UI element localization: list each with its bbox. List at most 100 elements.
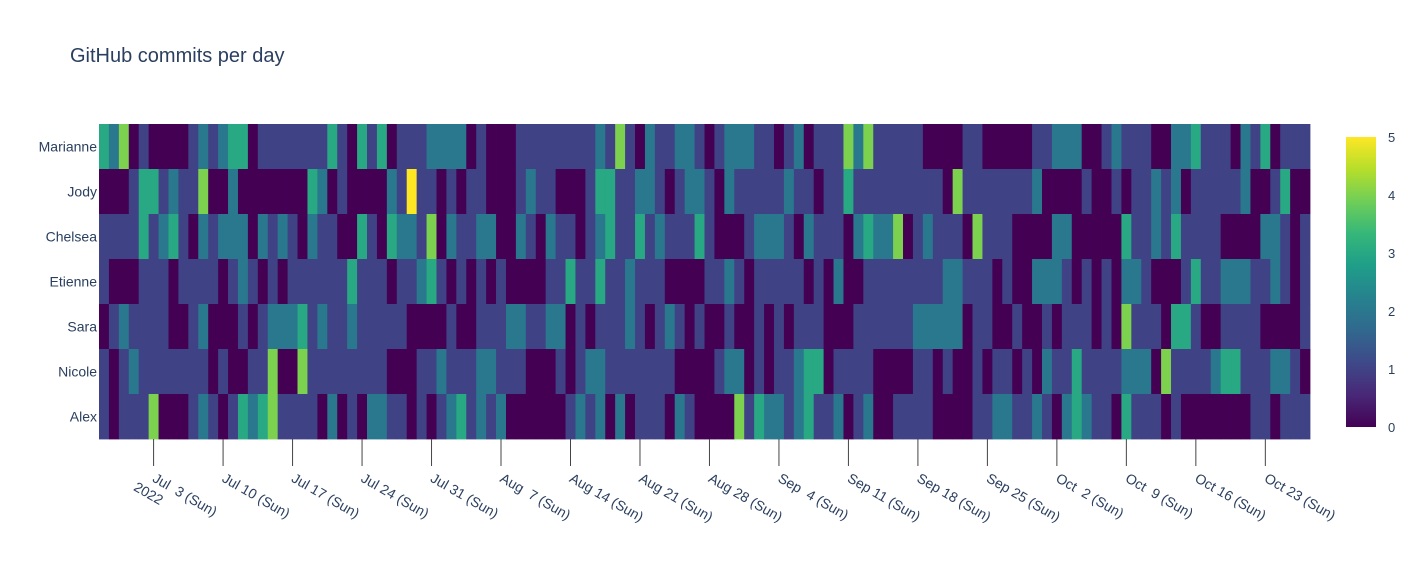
heatmap-cell (188, 214, 199, 260)
x-tick-label-line: Sep 4 (Sun) (775, 470, 851, 523)
heatmap-cell (406, 349, 418, 395)
heatmap-cell (367, 349, 378, 395)
heatmap-cell (1091, 349, 1102, 395)
heatmap-cell (962, 169, 973, 215)
x-tick-label-line: Aug 14 (Sun) (567, 470, 646, 525)
heatmap-cell (386, 259, 398, 305)
heatmap-cell (317, 259, 328, 305)
heatmap-cell (168, 304, 179, 350)
heatmap-cell (108, 394, 120, 440)
heatmap-cell (347, 124, 358, 170)
heatmap-cell (843, 259, 854, 305)
heatmap-cell (595, 124, 606, 170)
heatmap-cell (476, 214, 487, 260)
heatmap-cell (386, 214, 398, 260)
heatmap-cell (347, 304, 358, 350)
heatmap-cell (1041, 124, 1053, 170)
heatmap-cell (575, 169, 586, 215)
heatmap-cell (1002, 349, 1013, 395)
heatmap-cell (118, 304, 130, 350)
heatmap-cell (476, 169, 487, 215)
heatmap-cell (367, 394, 378, 440)
heatmap-cell (922, 124, 934, 170)
heatmap-cell (1200, 214, 1212, 260)
heatmap-cell (813, 124, 825, 170)
heatmap-cell (625, 304, 636, 350)
chart-title: GitHub commits per day (70, 45, 285, 67)
heatmap-cell (317, 124, 328, 170)
heatmap-cell (386, 394, 398, 440)
heatmap-cell (942, 259, 954, 305)
heatmap-cell (793, 304, 805, 350)
heatmap-cell (773, 349, 785, 395)
heatmap-cell (1091, 259, 1102, 305)
heatmap-cell (1230, 304, 1241, 350)
heatmap-cell (1101, 124, 1112, 170)
heatmap-cell (297, 304, 308, 350)
heatmap-cell (664, 349, 676, 395)
heatmap-cell (813, 349, 825, 395)
heatmap-cell (813, 259, 825, 305)
heatmap-cell (277, 169, 288, 215)
heatmap-cell (118, 169, 130, 215)
heatmap-cell (724, 259, 735, 305)
heatmap-cell (386, 169, 398, 215)
heatmap-cell (1022, 304, 1033, 350)
heatmap-cell (734, 349, 745, 395)
heatmap-cell (1002, 169, 1013, 215)
heatmap-cell (257, 124, 269, 170)
heatmap-cell (744, 304, 755, 350)
heatmap-cell (1022, 394, 1033, 440)
heatmap-cell (694, 169, 705, 215)
heatmap-cell (337, 304, 348, 350)
heatmap-cell (654, 259, 666, 305)
heatmap-cell (853, 124, 864, 170)
heatmap-cell (1121, 349, 1132, 395)
heatmap-cell (1270, 124, 1281, 170)
heatmap-cell (1161, 124, 1172, 170)
heatmap-cell (247, 394, 259, 440)
heatmap-cell (863, 169, 874, 215)
x-tick-label: Sep 25 (Sun) (984, 470, 1063, 525)
heatmap-cell (178, 259, 189, 305)
heatmap-cell (952, 259, 963, 305)
heatmap-cell (327, 214, 338, 260)
heatmap-cell (684, 349, 695, 395)
heatmap-cell (773, 214, 785, 260)
colorbar-tick-label: 0 (1388, 420, 1395, 435)
heatmap-cell (1131, 394, 1142, 440)
heatmap-cell (1111, 349, 1122, 395)
heatmap-cell (198, 169, 209, 215)
heatmap-cell (853, 304, 864, 350)
heatmap-cell (515, 259, 527, 305)
heatmap-cell (883, 349, 894, 395)
heatmap-cell (992, 259, 1003, 305)
heatmap-cell (912, 214, 924, 260)
heatmap-cell (783, 349, 795, 395)
heatmap-cell (1250, 214, 1261, 260)
heatmap-cell (1081, 304, 1093, 350)
heatmap-cell (337, 394, 348, 440)
colorbar-tick-label: 1 (1388, 362, 1395, 377)
heatmap-cell (1071, 349, 1083, 395)
heatmap-cell (962, 214, 973, 260)
heatmap-cell (128, 214, 140, 260)
heatmap-cell (843, 169, 854, 215)
colorbar-tick-label: 4 (1388, 188, 1395, 203)
heatmap-cell (1280, 349, 1291, 395)
heatmap-cell (1220, 124, 1231, 170)
y-tick-label: Sara (67, 319, 97, 335)
heatmap-cell (1071, 214, 1083, 260)
heatmap-cell (228, 259, 239, 305)
heatmap-cell (654, 124, 666, 170)
heatmap-cell (1081, 214, 1093, 260)
heatmap-cell (664, 124, 676, 170)
heatmap-cell (754, 124, 765, 170)
heatmap-cell (535, 169, 547, 215)
heatmap-cell (158, 394, 169, 440)
x-tick-label-line: Oct 2 (Sun) (1053, 470, 1126, 522)
heatmap-cell (793, 214, 805, 260)
heatmap-cell (456, 214, 467, 260)
heatmap-cell (476, 124, 487, 170)
heatmap-cell (1290, 394, 1301, 440)
